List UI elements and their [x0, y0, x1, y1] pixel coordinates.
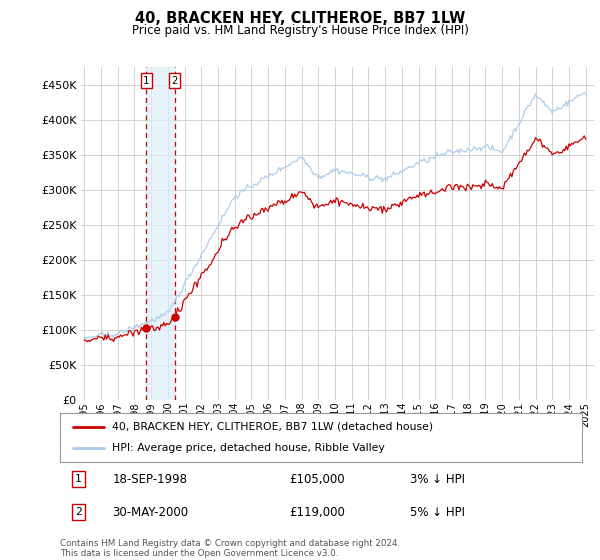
Text: 2: 2 — [172, 76, 178, 86]
Text: 1: 1 — [143, 76, 149, 86]
Text: £105,000: £105,000 — [290, 473, 346, 486]
Bar — [146, 67, 175, 400]
Text: Price paid vs. HM Land Registry's House Price Index (HPI): Price paid vs. HM Land Registry's House … — [131, 24, 469, 36]
Text: 2: 2 — [75, 507, 82, 517]
Text: 30-MAY-2000: 30-MAY-2000 — [112, 506, 188, 519]
Text: 1: 1 — [75, 474, 82, 484]
Text: 5% ↓ HPI: 5% ↓ HPI — [410, 506, 465, 519]
Text: 40, BRACKEN HEY, CLITHEROE, BB7 1LW: 40, BRACKEN HEY, CLITHEROE, BB7 1LW — [135, 11, 465, 26]
Text: £119,000: £119,000 — [290, 506, 346, 519]
Text: 18-SEP-1998: 18-SEP-1998 — [112, 473, 187, 486]
Text: 40, BRACKEN HEY, CLITHEROE, BB7 1LW (detached house): 40, BRACKEN HEY, CLITHEROE, BB7 1LW (det… — [112, 422, 433, 432]
Text: Contains HM Land Registry data © Crown copyright and database right 2024.
This d: Contains HM Land Registry data © Crown c… — [60, 539, 400, 558]
Text: 3% ↓ HPI: 3% ↓ HPI — [410, 473, 465, 486]
Text: HPI: Average price, detached house, Ribble Valley: HPI: Average price, detached house, Ribb… — [112, 443, 385, 453]
